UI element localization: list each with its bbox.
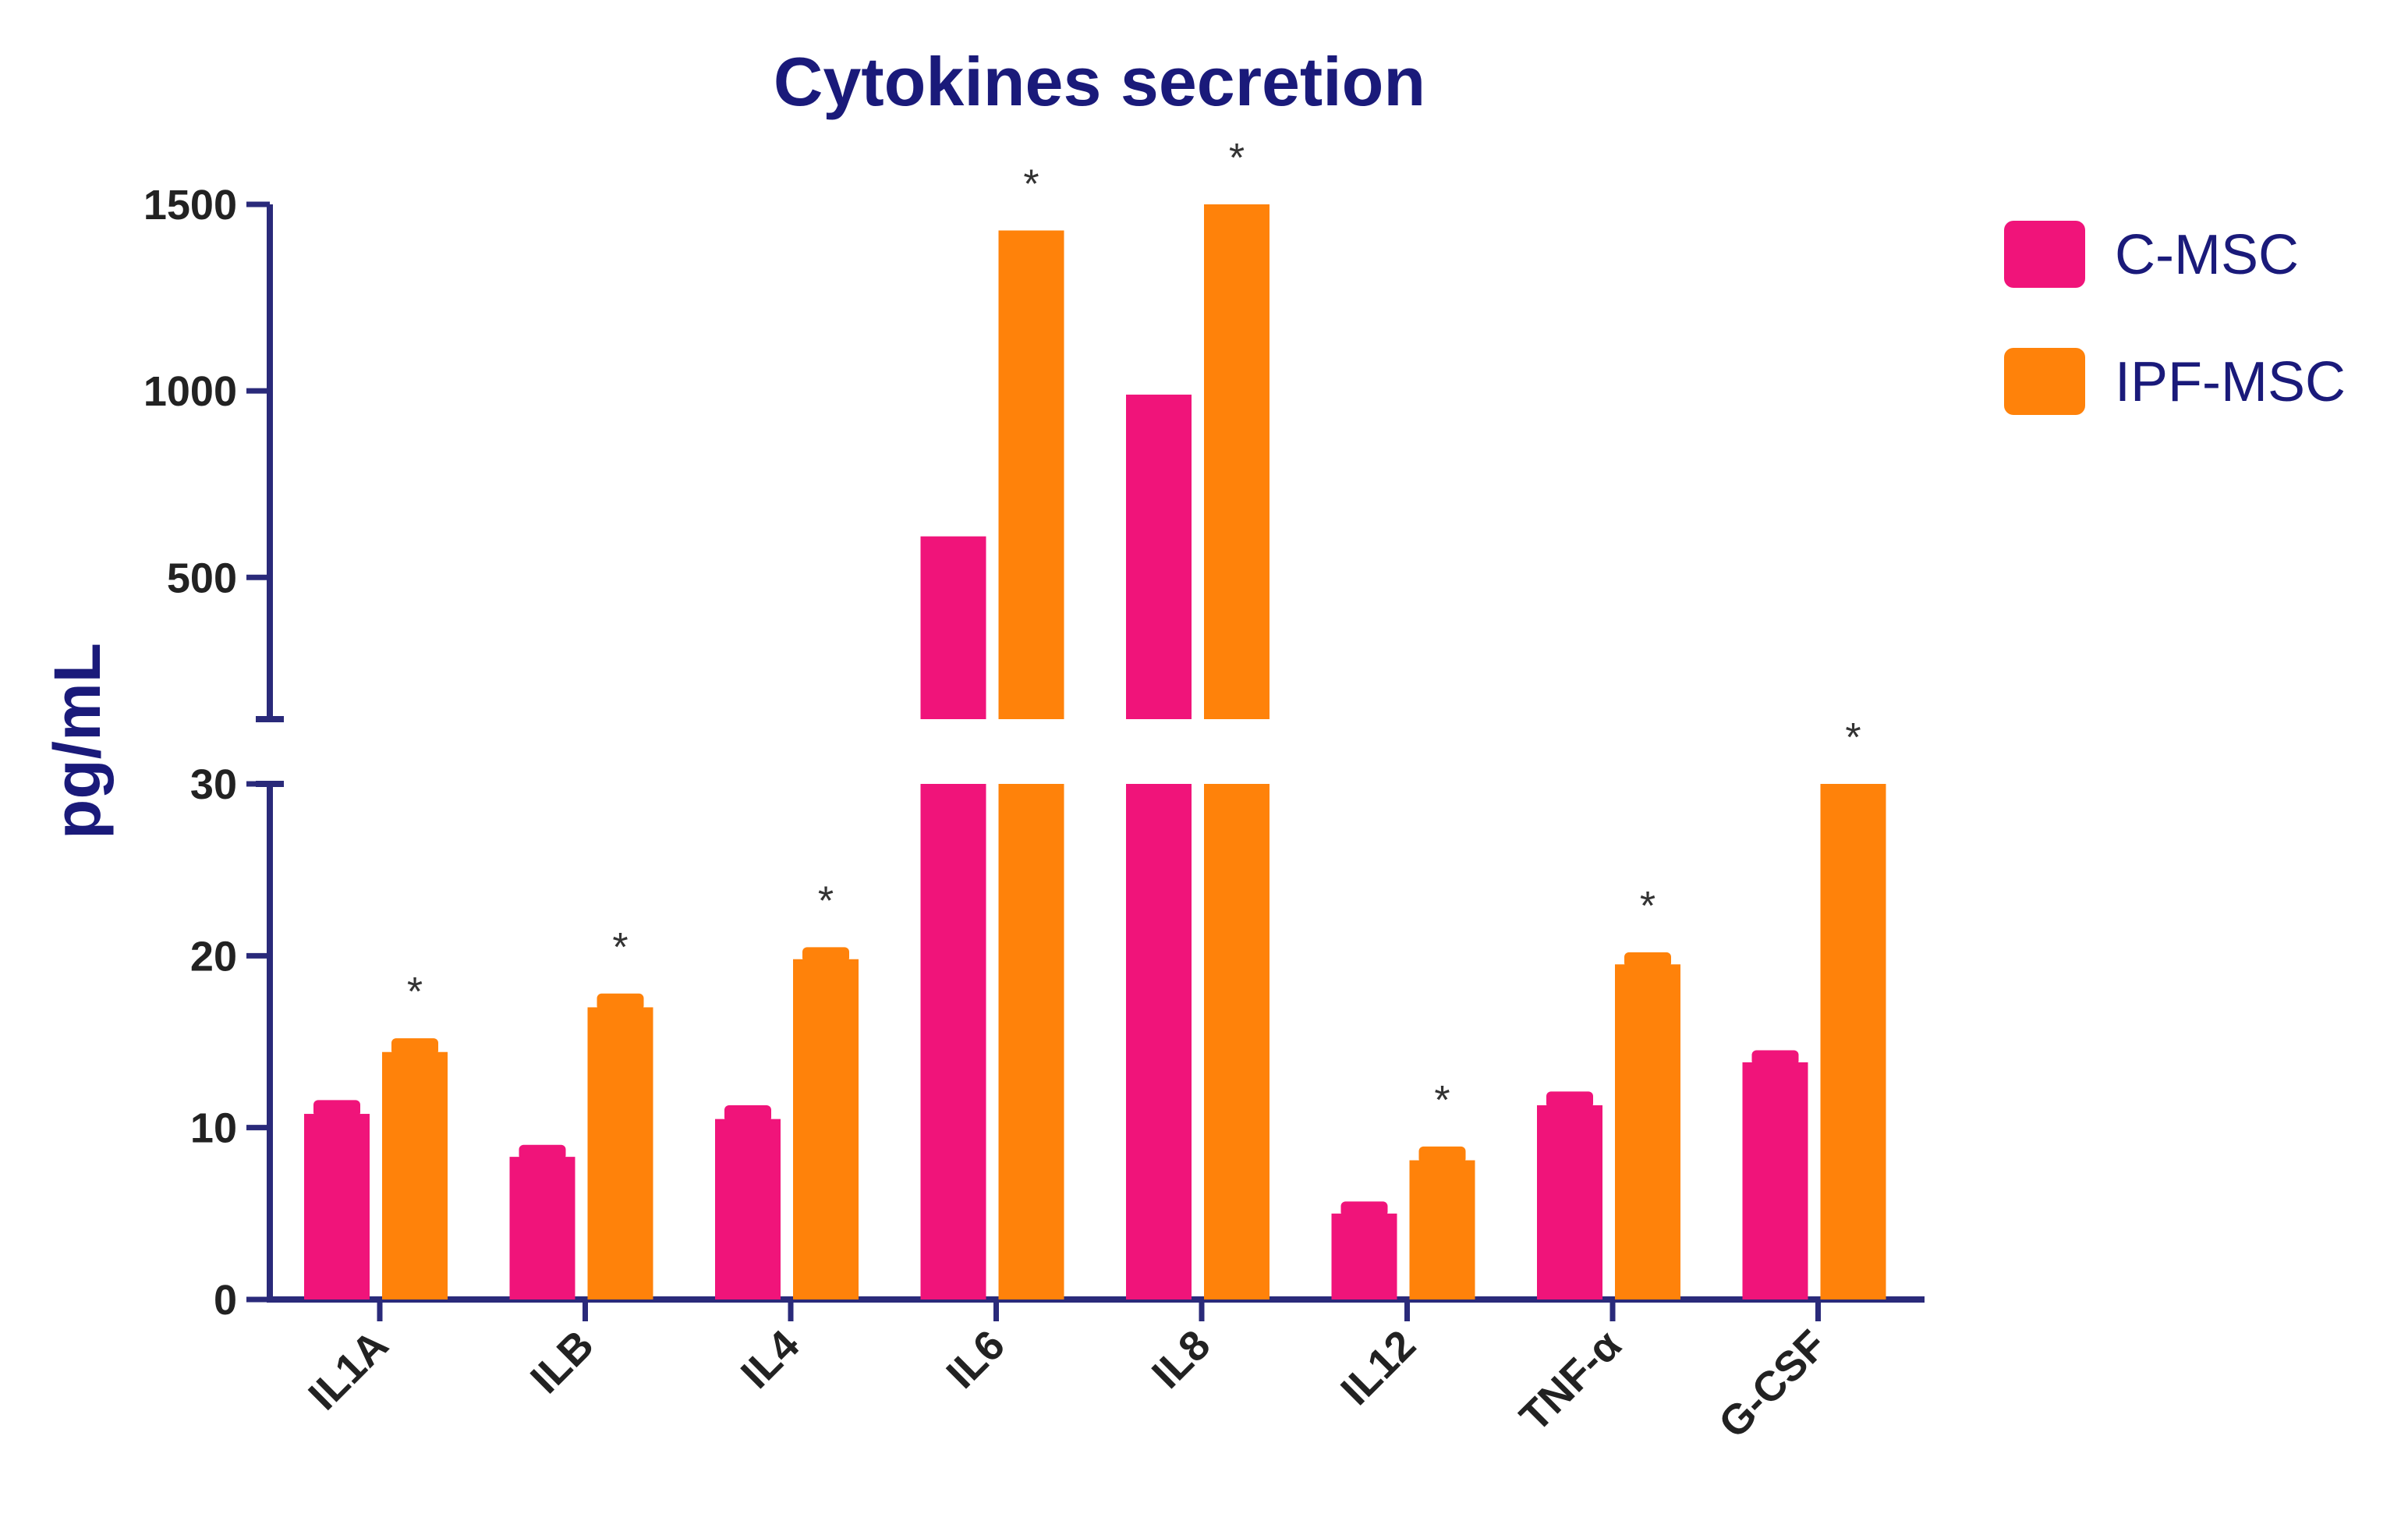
error-bar xyxy=(597,993,644,1011)
category-label: ILB xyxy=(522,1321,603,1402)
y-tick-label: 0 xyxy=(214,1277,237,1324)
significance-marker: * xyxy=(1229,136,1245,181)
y-tick-label: 1000 xyxy=(143,368,237,415)
error-bar xyxy=(1624,952,1671,968)
category-label: IL4 xyxy=(732,1321,809,1398)
category-label: IL12 xyxy=(1332,1321,1425,1414)
significance-marker: * xyxy=(1023,161,1039,207)
error-bar xyxy=(313,1100,360,1118)
bar-lower-part xyxy=(1204,784,1270,1299)
y-tick-label: 10 xyxy=(190,1105,237,1152)
bar xyxy=(509,1157,575,1299)
significance-marker: * xyxy=(407,970,423,1015)
legend-swatch xyxy=(2004,221,2085,288)
significance-marker: * xyxy=(1434,1078,1450,1123)
bar-lower-part xyxy=(1126,784,1192,1299)
error-bar xyxy=(391,1038,438,1055)
bar xyxy=(1615,964,1680,1299)
category-label: IL1A xyxy=(299,1321,397,1419)
error-bar xyxy=(1751,1050,1799,1065)
bar-lower-part xyxy=(920,784,986,1299)
y-tick-label: 20 xyxy=(190,933,237,980)
bar xyxy=(382,1051,448,1299)
error-bar xyxy=(519,1144,566,1161)
category-label: TNF-α xyxy=(1511,1321,1631,1441)
chart-title: Cytokines secretion xyxy=(774,43,1425,120)
category-label: G-CSF xyxy=(1710,1321,1836,1447)
bar xyxy=(793,959,859,1299)
bar xyxy=(715,1119,781,1299)
bar xyxy=(1331,1213,1397,1299)
error-bar xyxy=(1418,1146,1466,1164)
bars: * * * * * * * * xyxy=(304,136,1886,1299)
bar-upper-part xyxy=(998,230,1064,719)
bar-upper-part xyxy=(920,536,986,719)
bar xyxy=(1742,1062,1808,1299)
y-axis-label: pg/mL xyxy=(41,643,114,839)
y-tick-label: 500 xyxy=(167,555,237,601)
significance-marker: * xyxy=(1845,715,1861,760)
error-bar xyxy=(724,1105,771,1122)
error-bar xyxy=(1340,1201,1388,1217)
bar xyxy=(1409,1160,1475,1299)
error-bar xyxy=(1546,1091,1593,1109)
category-label: IL8 xyxy=(1143,1321,1220,1398)
bar xyxy=(304,1114,370,1299)
category-labels: IL1A ILB IL4 IL6 IL8 IL12 TNF-α G-CSF xyxy=(299,1321,1836,1447)
legend-label: C-MSC xyxy=(2115,224,2299,286)
significance-marker: * xyxy=(612,925,628,970)
bar xyxy=(1820,784,1886,1299)
y-tick-label: 1500 xyxy=(143,182,237,229)
legend-label: IPF-MSC xyxy=(2115,351,2346,413)
legend: C-MSC IPF-MSC xyxy=(2004,221,2346,415)
category-label: IL6 xyxy=(937,1321,1014,1398)
bar-upper-part xyxy=(1126,394,1192,719)
significance-marker: * xyxy=(1640,884,1656,929)
bar xyxy=(587,1007,653,1299)
significance-marker: * xyxy=(818,878,834,924)
bar-lower-part xyxy=(998,784,1064,1299)
bar-upper-part xyxy=(1204,204,1270,719)
bar xyxy=(1537,1105,1602,1299)
error-bar xyxy=(802,947,849,963)
legend-swatch xyxy=(2004,348,2085,415)
y-tick-label: 30 xyxy=(190,761,237,808)
